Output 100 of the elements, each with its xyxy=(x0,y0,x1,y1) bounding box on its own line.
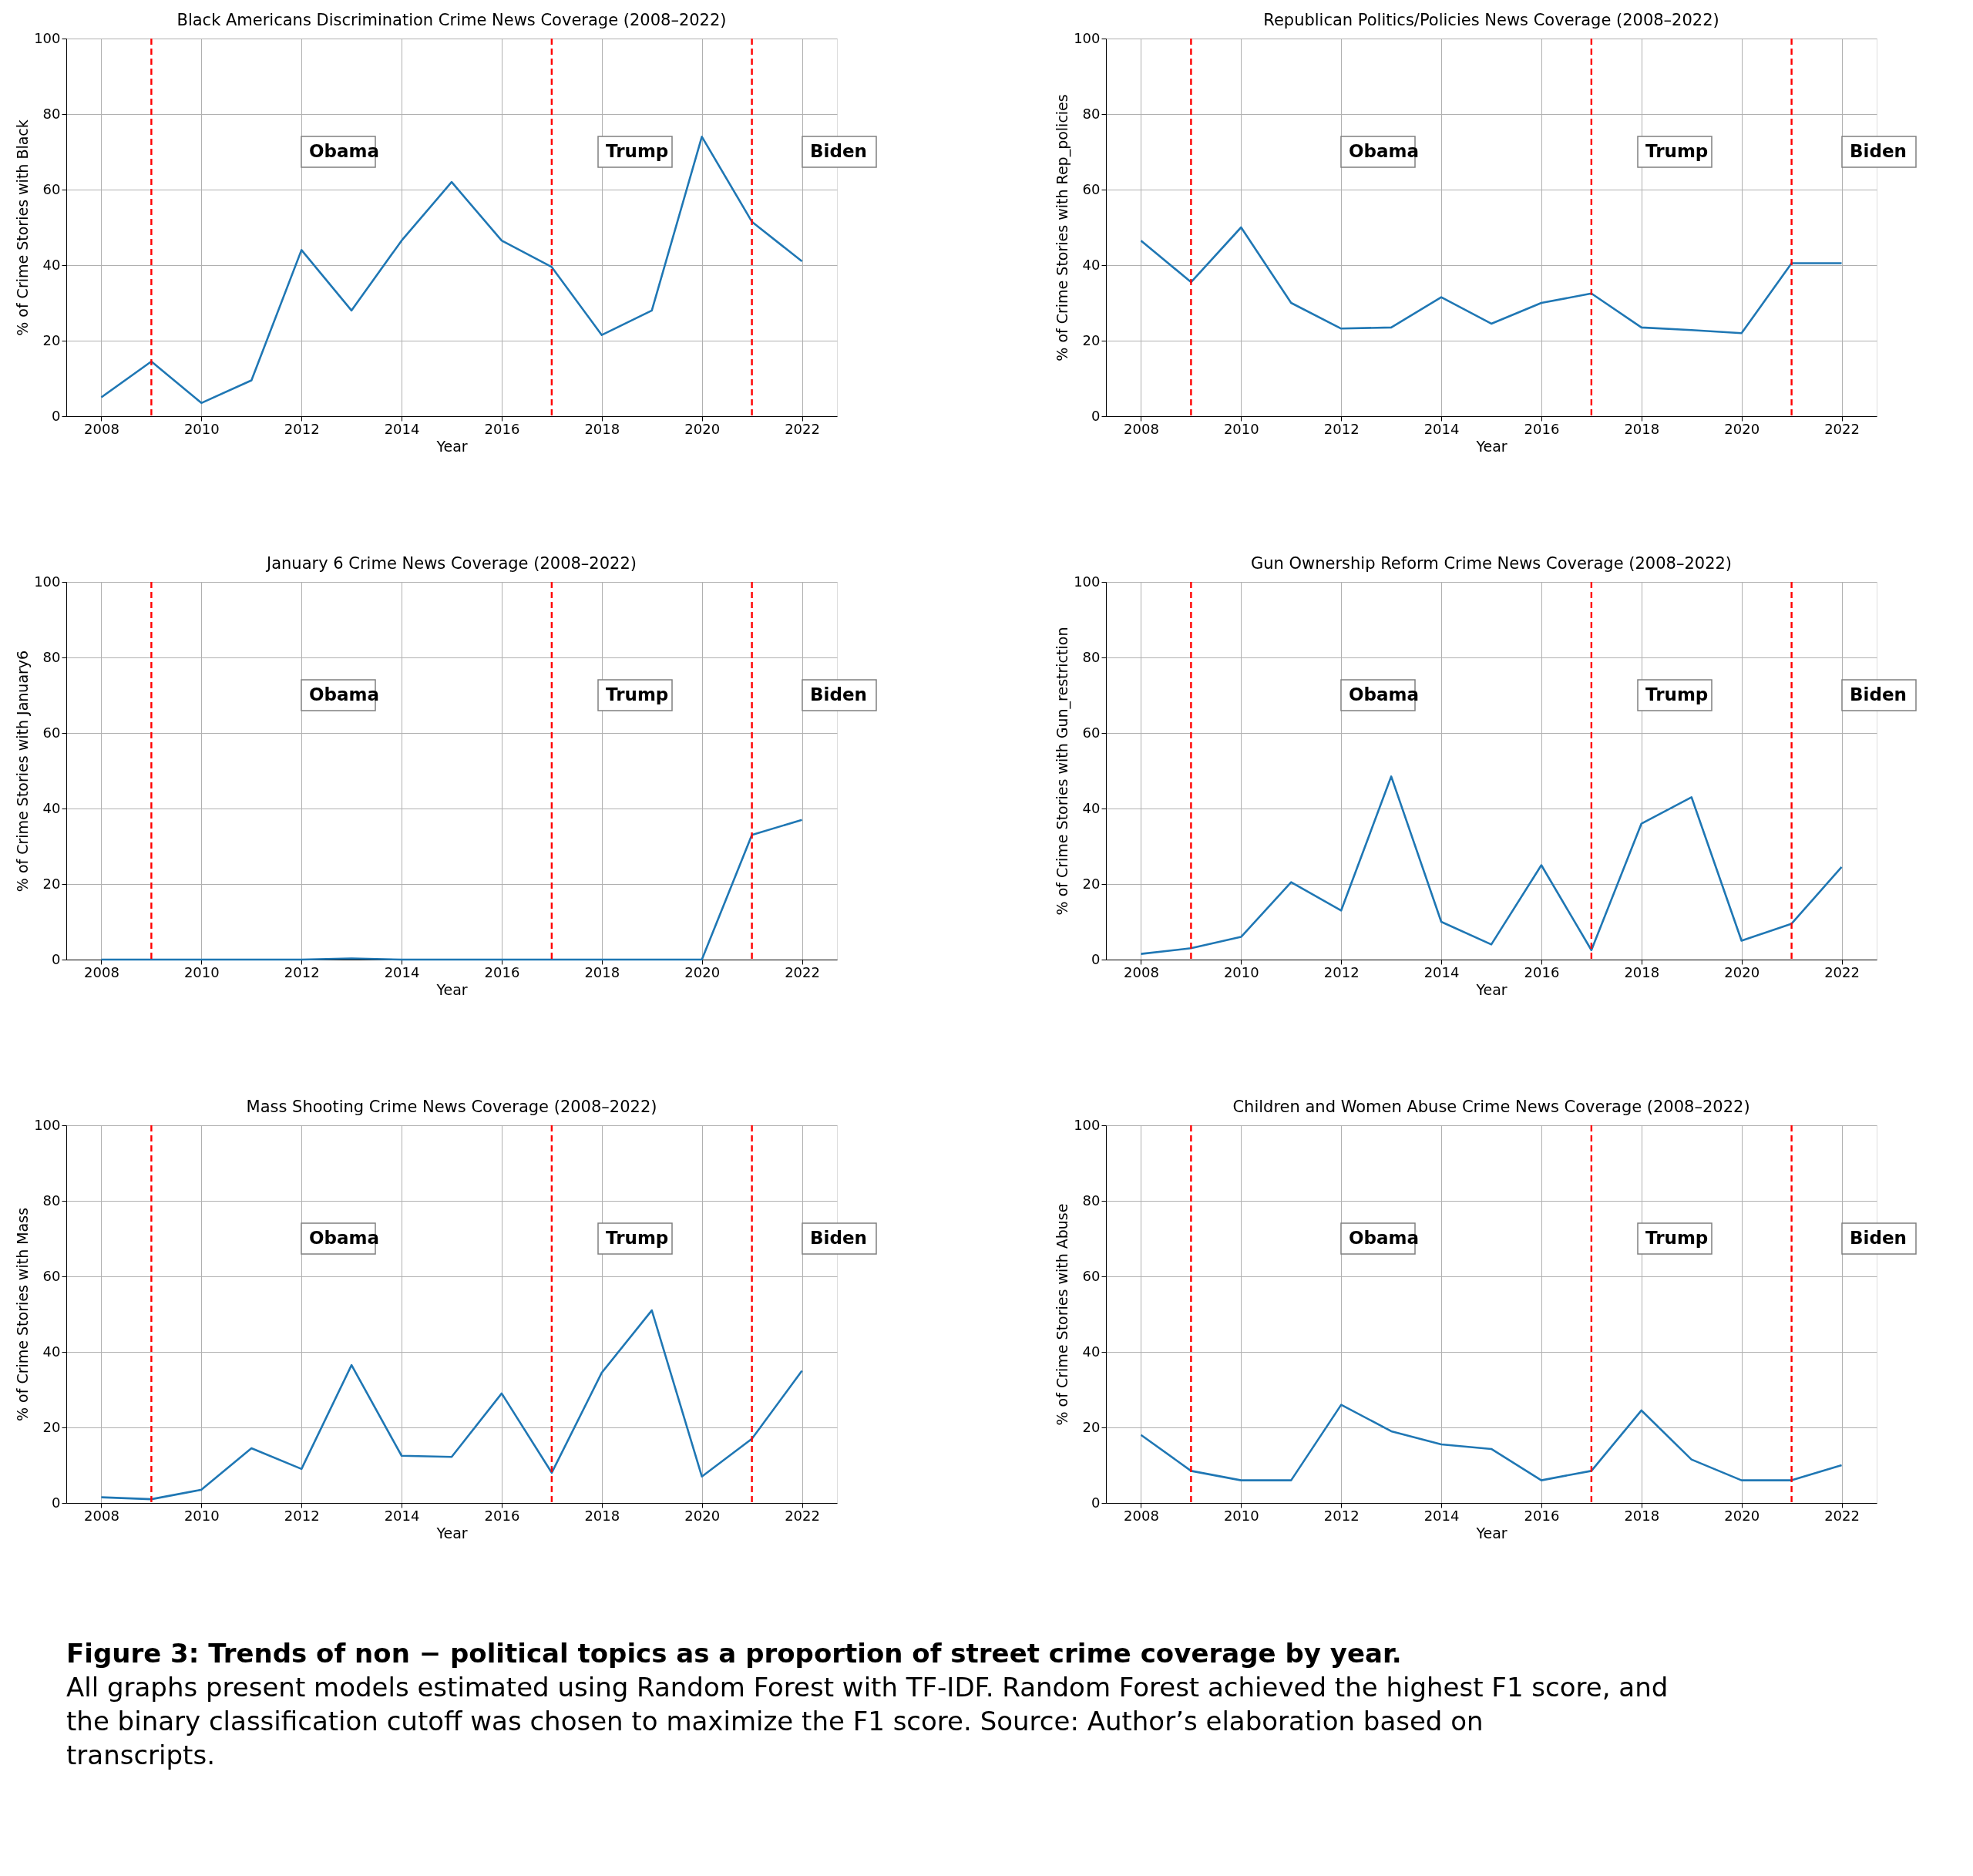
y-axis-title: % of Crime Stories with Black xyxy=(14,119,32,336)
x-tick-label: 2014 xyxy=(384,963,420,980)
y-tick-label: 80 xyxy=(1082,648,1101,665)
x-tick-label: 2016 xyxy=(484,963,520,980)
annotation: Biden xyxy=(810,1228,867,1248)
x-tick-label: 2012 xyxy=(284,1507,320,1524)
annotation: Trump xyxy=(1645,684,1709,704)
y-tick-label: 100 xyxy=(34,1116,61,1133)
annotation: Biden xyxy=(1850,684,1907,704)
y-tick-label: 80 xyxy=(42,648,61,665)
y-axis-title: % of Crime Stories with Rep_policies xyxy=(1054,94,1072,361)
y-tick-label: 40 xyxy=(42,256,61,273)
annotation: Obama xyxy=(309,141,380,161)
y-tick-label: 0 xyxy=(1091,407,1101,424)
x-axis-title: Year xyxy=(1475,437,1507,455)
x-tick-label: 2014 xyxy=(1423,420,1460,437)
x-tick-label: 2016 xyxy=(1524,420,1560,437)
y-tick-label: 100 xyxy=(34,29,61,46)
x-tick-label: 2018 xyxy=(1624,1507,1660,1524)
y-tick-label: 20 xyxy=(1082,1418,1101,1435)
line-series xyxy=(1140,775,1843,955)
x-axis-title: Year xyxy=(1475,980,1507,998)
x-tick-label: 2010 xyxy=(183,963,220,980)
chart-title: January 6 Crime News Coverage (2008–2022) xyxy=(265,554,637,573)
chart-title: Mass Shooting Crime News Coverage (2008–2022) xyxy=(246,1098,657,1116)
x-tick-label: 2014 xyxy=(384,420,420,437)
y-tick-label: 40 xyxy=(42,1343,61,1360)
y-tick-label: 60 xyxy=(42,724,61,741)
annotation: Trump xyxy=(1645,141,1709,161)
x-tick-label: 2022 xyxy=(1824,1507,1860,1524)
x-tick-label: 2010 xyxy=(1223,1507,1259,1524)
x-tick-label: 2012 xyxy=(1323,963,1360,980)
x-tick-label: 2022 xyxy=(785,963,820,980)
annotation: Trump xyxy=(606,684,669,704)
x-tick-label: 2016 xyxy=(1524,1507,1560,1524)
x-tick-label: 2008 xyxy=(1124,963,1159,980)
chart-title: Republican Politics/Policies News Coverage (2008–2022) xyxy=(1263,11,1719,29)
x-tick-label: 2014 xyxy=(1423,963,1460,980)
y-tick-label: 20 xyxy=(42,1418,61,1435)
annotation: Obama xyxy=(1349,141,1420,161)
x-tick-label: 2020 xyxy=(684,1507,721,1524)
y-tick-label: 20 xyxy=(42,331,61,348)
x-tick-label: 2020 xyxy=(1724,420,1760,437)
x-tick-label: 2022 xyxy=(1824,420,1860,437)
x-tick-label: 2012 xyxy=(284,420,320,437)
x-tick-label: 2020 xyxy=(1724,1507,1760,1524)
y-tick-label: 40 xyxy=(1082,1343,1101,1360)
x-tick-label: 2012 xyxy=(284,963,320,980)
x-tick-label: 2016 xyxy=(484,420,520,437)
x-tick-label: 2014 xyxy=(384,1507,420,1524)
y-axis-title: % of Crime Stories with Gun_restriction xyxy=(1054,627,1072,916)
y-tick-label: 20 xyxy=(1082,331,1101,348)
y-tick-label: 40 xyxy=(1082,799,1101,816)
x-tick-label: 2010 xyxy=(183,420,220,437)
y-tick-label: 60 xyxy=(1082,1267,1101,1284)
x-axis-title: Year xyxy=(435,1524,468,1541)
x-tick-label: 2010 xyxy=(1223,420,1259,437)
x-tick-label: 2008 xyxy=(84,963,119,980)
y-tick-label: 0 xyxy=(1091,1494,1101,1511)
y-axis-title: % of Crime Stories with Mass xyxy=(14,1207,32,1422)
x-tick-label: 2018 xyxy=(584,420,620,437)
line-series xyxy=(100,819,803,961)
x-tick-label: 2018 xyxy=(584,1507,620,1524)
x-tick-label: 2008 xyxy=(84,1507,119,1524)
x-tick-label: 2008 xyxy=(84,420,119,437)
x-tick-label: 2022 xyxy=(1824,963,1860,980)
y-tick-label: 20 xyxy=(1082,875,1101,892)
y-tick-label: 100 xyxy=(34,573,61,590)
x-tick-label: 2020 xyxy=(1724,963,1760,980)
annotation: Obama xyxy=(1349,1228,1420,1248)
y-tick-label: 100 xyxy=(1074,29,1101,46)
text: All graphs present models estimated using Random Forest with TF-IDF. Random Forest achieved the highest F1 score, and the binary classification cutoff was chosen to maximize the F1 score. Source: Author’s elaboration based on transcripts. xyxy=(66,1672,1669,1770)
annotation: Biden xyxy=(810,141,867,161)
x-axis-title: Year xyxy=(435,980,468,998)
x-tick-label: 2012 xyxy=(1323,420,1360,437)
x-tick-label: 2018 xyxy=(584,963,620,980)
x-tick-label: 2010 xyxy=(1223,963,1259,980)
annotation: Obama xyxy=(1349,684,1420,704)
x-tick-label: 2020 xyxy=(684,420,721,437)
x-tick-label: 2020 xyxy=(684,963,721,980)
annotation: Biden xyxy=(1850,141,1907,161)
x-tick-label: 2008 xyxy=(1124,1507,1159,1524)
y-tick-label: 0 xyxy=(52,1494,61,1511)
x-tick-label: 2018 xyxy=(1624,420,1660,437)
x-tick-label: 2008 xyxy=(1124,420,1159,437)
y-tick-label: 60 xyxy=(42,180,61,197)
x-axis-title: Year xyxy=(435,437,468,455)
y-tick-label: 20 xyxy=(42,875,61,892)
x-tick-label: 2022 xyxy=(785,1507,820,1524)
annotation: Trump xyxy=(606,141,669,161)
y-tick-label: 60 xyxy=(1082,180,1101,197)
y-tick-label: 80 xyxy=(1082,105,1101,122)
y-tick-label: 40 xyxy=(42,799,61,816)
x-tick-label: 2016 xyxy=(1524,963,1560,980)
line-series xyxy=(1140,1404,1843,1481)
chart-title: Gun Ownership Reform Crime News Coverage (2008–2022) xyxy=(1250,554,1733,573)
x-axis-title: Year xyxy=(1475,1524,1507,1541)
x-tick-label: 2022 xyxy=(785,420,820,437)
annotation: Biden xyxy=(1850,1228,1907,1248)
annotation: Trump xyxy=(1645,1228,1709,1248)
